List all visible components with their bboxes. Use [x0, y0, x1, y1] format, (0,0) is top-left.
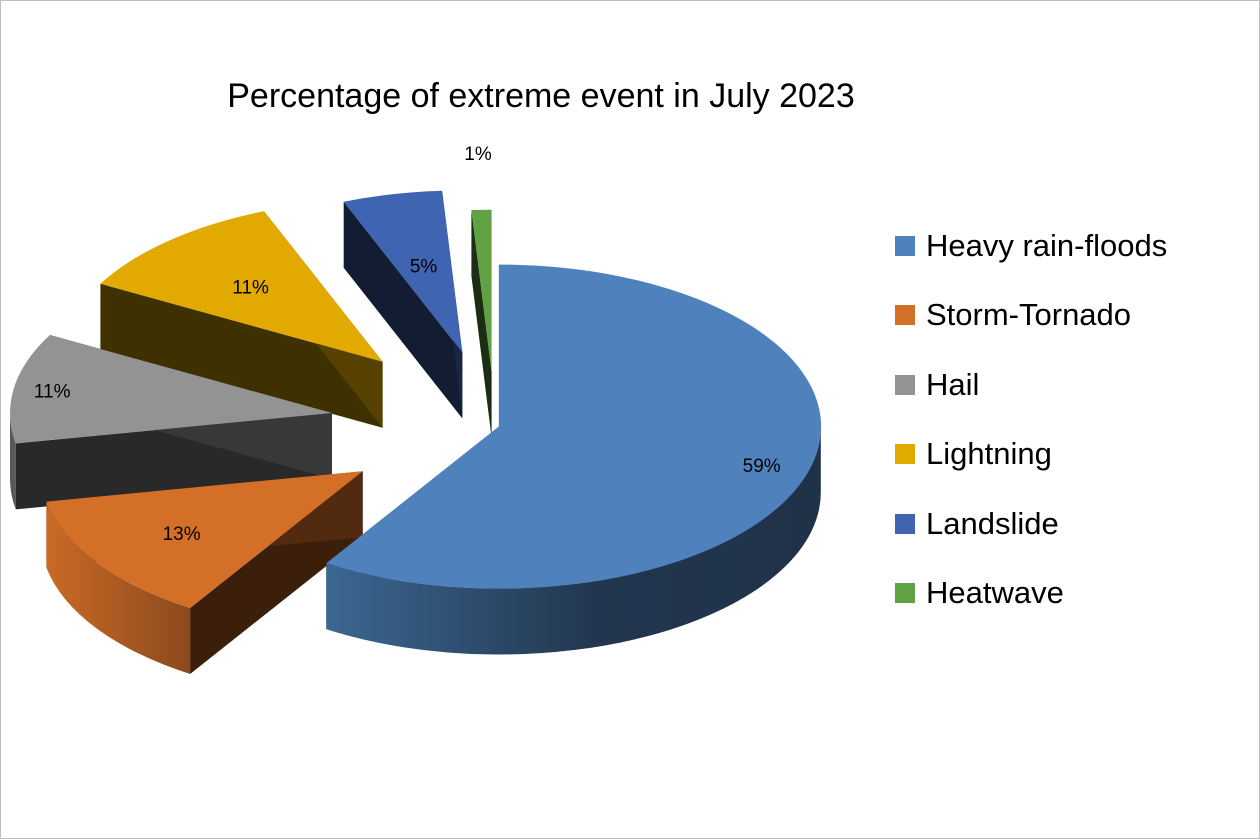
slice-wall [343, 201, 463, 419]
chart-legend: Heavy rain-floods Storm-Tornado Hail Lightn… [895, 223, 1167, 639]
legend-label: Heavy rain-floods [926, 228, 1168, 263]
legend-item: Landslide [895, 501, 1167, 547]
legend-label: Lightning [926, 436, 1052, 472]
data-label: 5% [410, 256, 438, 277]
pie-slice-hail [10, 335, 333, 444]
data-label: 13% [163, 524, 201, 545]
data-label: 59% [743, 456, 781, 477]
legend-label: Heatwave [926, 574, 1064, 610]
slice-group [343, 190, 463, 419]
legend-label: Storm-Tornado [926, 297, 1132, 333]
legend-swatch [895, 582, 915, 603]
legend-swatch [895, 444, 915, 465]
pie-slice-landslide [343, 190, 463, 353]
slice-group [100, 211, 383, 428]
legend-swatch [895, 374, 915, 395]
slice-group [471, 209, 492, 438]
legend-label: Hail [926, 366, 980, 402]
pie-slice-heavy-rain-floods [326, 264, 822, 589]
legend-item: Heavy rain-floods [895, 223, 1167, 269]
pie-slice-lightning [100, 211, 383, 362]
legend-item: Heatwave [895, 570, 1167, 616]
slice-rim [9, 413, 16, 510]
legend-item: Storm-Tornado [895, 292, 1167, 338]
slice-group [46, 471, 363, 674]
pie-slice-storm-tornado [46, 471, 363, 608]
legend-swatch [895, 236, 915, 256]
slice-wall [471, 210, 492, 438]
pie-slice-heatwave [471, 209, 492, 372]
slice-rim [326, 426, 821, 655]
legend-label: Landslide [926, 505, 1059, 541]
legend-item: Hail [895, 362, 1167, 408]
data-label: 1% [464, 144, 492, 165]
pie-slices [9, 190, 822, 674]
legend-swatch [895, 513, 915, 534]
data-label: 11% [34, 382, 71, 403]
slice-group [326, 264, 822, 655]
legend-item: Lightning [895, 431, 1167, 477]
legend-swatch [895, 305, 915, 326]
slice-rim [46, 501, 191, 674]
data-label: 11% [232, 278, 269, 299]
chart-title: Percentage of extreme event in July 2023 [227, 77, 855, 115]
slice-wall [100, 283, 383, 428]
